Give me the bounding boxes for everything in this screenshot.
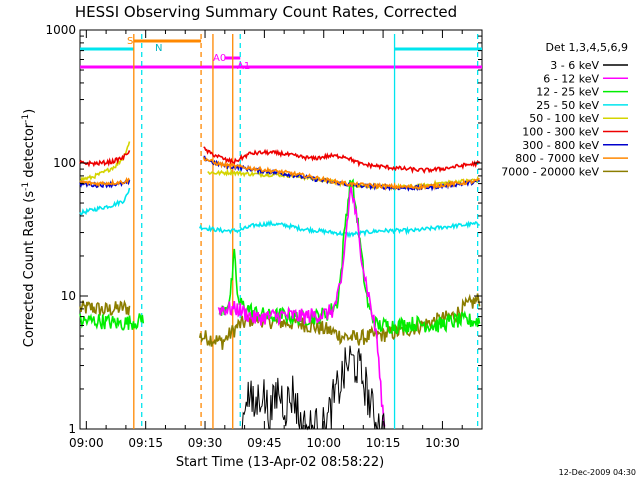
- series-line: [79, 187, 131, 216]
- series-line: [79, 313, 145, 331]
- series-line: [198, 219, 480, 239]
- attenuator-label-a1: A1: [237, 61, 250, 72]
- series-line: [202, 156, 481, 192]
- night-label: N: [155, 43, 162, 54]
- x-axis-label: Start Time (13-Apr-02 08:58:22): [176, 455, 384, 470]
- y-tick-label: 1: [68, 422, 76, 436]
- series-layer: [79, 141, 481, 431]
- x-tick-label: 09:00: [69, 436, 104, 450]
- series-line: [241, 345, 386, 431]
- y-tick-label: 10: [61, 289, 76, 303]
- legend-title: Det 1,3,4,5,6,9: [545, 41, 628, 54]
- series-line: [79, 176, 131, 188]
- plot-frame: [79, 29, 483, 430]
- series-line: [218, 178, 481, 336]
- chart-title: HESSI Observing Summary Count Rates, Cor…: [75, 3, 457, 21]
- y-tick-label: 100: [53, 156, 76, 170]
- legend-label: 7000 - 20000 keV: [501, 165, 599, 178]
- legend-label: 12 - 25 keV: [536, 86, 599, 99]
- x-axis: 09:00 09:15 09:30 09:45 10:00 10:15 10:30: [69, 30, 483, 450]
- series-line: [79, 141, 131, 183]
- series-line: [79, 150, 131, 168]
- y-axis-label: Corrected Count Rate (s-1 detector-1): [21, 109, 37, 347]
- x-tick-label: 09:30: [188, 436, 223, 450]
- x-tick-label: 10:00: [306, 436, 341, 450]
- series-line: [203, 146, 481, 174]
- legend-label: 300 - 800 keV: [522, 139, 599, 152]
- x-tick-label: 10:15: [366, 436, 401, 450]
- region-markers: [80, 34, 482, 429]
- legend-label: 50 - 100 keV: [529, 112, 599, 125]
- x-tick-label: 10:30: [425, 436, 460, 450]
- y-axis-label-sup1: -1: [21, 182, 31, 191]
- series-line: [79, 299, 131, 316]
- legend-label: 3 - 6 keV: [550, 59, 599, 72]
- legend-label: 6 - 12 keV: [543, 72, 599, 85]
- x-tick-label: 09:45: [247, 436, 282, 450]
- legend-label: 800 - 7000 keV: [515, 152, 599, 165]
- y-axis-label-main: Corrected Count Rate (s: [22, 191, 37, 348]
- y-axis-label-mid: detector: [22, 122, 37, 182]
- timestamp: 12-Dec-2009 04:30: [559, 468, 636, 477]
- y-axis-label-sup2: -1: [21, 114, 31, 123]
- x-tick-label: 09:15: [128, 436, 163, 450]
- y-axis-label-end: ): [22, 109, 37, 114]
- series-line: [217, 186, 386, 427]
- legend-label: 25 - 50 keV: [536, 99, 599, 112]
- y-axis: 1 10 100 1000: [45, 23, 482, 436]
- saa-label: S: [127, 36, 133, 47]
- legend-label: 100 - 300 keV: [522, 126, 599, 139]
- attenuator-label-a0: A0: [213, 53, 226, 64]
- y-tick-label: 1000: [45, 23, 76, 37]
